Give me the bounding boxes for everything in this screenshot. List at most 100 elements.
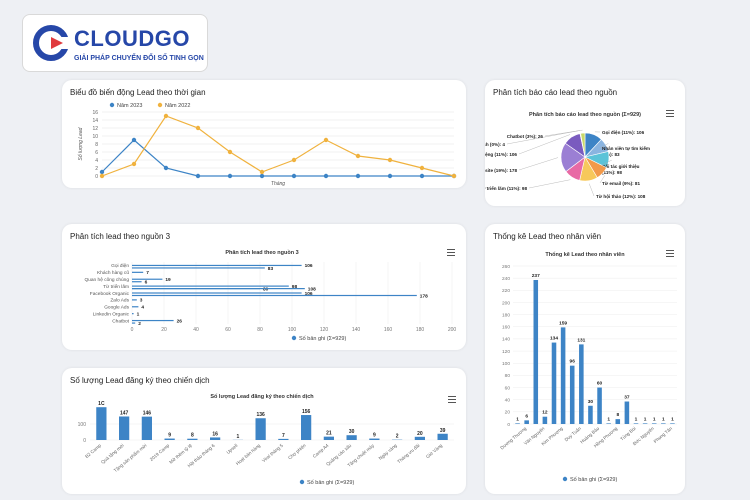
x-tick-label: 100 [288,327,297,333]
brand-logo[interactable]: CLOUDGO GIẢI PHÁP CHUYỂN ĐỔI SỐ TINH GỌN [22,14,208,72]
category-label: Khách hàng cũ [97,270,129,276]
bar [524,420,529,424]
data-label: 134 [550,336,558,342]
bar [651,423,657,424]
y-tick-label: 0 [95,174,98,180]
chart-title: Phân tích lead theo nguồn 3 [225,250,298,256]
data-point [323,137,329,143]
data-label: 147 [120,410,129,416]
data-label: 6 [145,280,148,286]
data-label: 9 [168,433,171,439]
data-point [355,153,361,159]
data-point [451,173,457,179]
data-label: 83 [268,266,274,272]
bar [255,418,266,440]
data-label: 3 [140,298,143,304]
campaign-card: Số lượng Lead đăng ký theo chiến dịch Số… [62,368,466,494]
data-label: 60 [597,381,603,387]
data-label: 8 [191,433,194,439]
pie-connector [588,183,595,197]
staff-card-title: Thống kê Lead theo nhân viên [493,232,602,241]
bar [132,319,174,322]
bar [515,423,520,424]
brand-tagline: GIẢI PHÁP CHUYỂN ĐỔI SỐ TINH GỌN [74,55,204,62]
y-tick-label: 140 [502,337,510,343]
category-label: Giờ Vàng [425,443,444,460]
bar [132,285,289,287]
pie-connector [599,175,605,184]
menu-icon[interactable] [447,249,455,256]
x-tick-label: 80 [257,327,263,333]
legend-marker [562,476,568,482]
data-point [259,173,265,179]
data-point [195,173,201,179]
chart-title: Số lượng Lead đăng ký theo chiến dịch [210,393,314,400]
campaign-card-title: Số lượng Lead đăng ký theo chiến dịch [70,376,210,385]
y-tick-label: 4 [95,158,98,164]
data-point [259,169,265,175]
x-tick-label: 40 [193,327,199,333]
data-point [99,173,105,179]
data-point [131,137,137,143]
data-label: 1C [98,401,105,407]
y-tick-label: 80 [505,373,511,379]
data-label: 7 [282,433,285,439]
y-tick-label: 260 [502,264,510,270]
legend-marker [299,479,305,485]
bar [588,405,593,424]
bar [437,433,448,440]
bar [132,267,265,269]
bar [560,327,566,424]
timeline-card-title: Biểu đồ biến động Lead theo thời gian [70,88,206,97]
category-label: Tùng Bùi [619,426,636,442]
pie-connector [599,143,609,149]
data-point [163,165,169,171]
data-point [387,173,393,179]
bar [597,387,602,424]
category-label: Từ triển lãm [103,283,129,290]
y-tick-label: 40 [505,397,511,403]
bar [633,423,639,424]
category-label: Chợ phiên [287,443,307,461]
y-tick-label: 60 [505,385,511,391]
menu-icon[interactable] [448,396,456,403]
bar [369,438,380,440]
bar [132,271,144,273]
data-label: 146 [143,411,152,417]
y-tick-label: 0 [83,438,86,444]
data-point [355,173,361,179]
bar [642,423,648,424]
y-tick-label: 200 [502,300,510,306]
data-label: 12 [542,410,548,416]
pie-label: (9%): 83 [602,152,620,157]
source-pie-chart: Phân tích báo cáo lead theo nguồn (Σ=929… [485,112,650,199]
y-tick-label: 160 [502,325,510,331]
pie-title: Phân tích báo cáo lead theo nguồn (Σ=929… [529,112,641,118]
bar [551,342,557,424]
bar [579,344,584,424]
category-label: LinkedIn Organic [93,311,130,317]
x-tick-label: 120 [320,327,329,333]
data-label: 6 [525,413,528,419]
bar [346,435,357,440]
bar [615,419,621,424]
data-label: 20 [417,431,423,437]
data-label: 178 [420,294,428,300]
menu-icon[interactable] [666,250,674,257]
menu-icon[interactable] [666,110,674,117]
data-point [291,173,297,179]
bar [278,438,289,440]
bar [96,407,107,440]
category-label: Hoạt bán hàng [235,443,262,466]
data-label: 19 [165,277,171,283]
y-tick-label: 8 [95,142,98,148]
data-label: 237 [532,273,540,279]
data-label: 1 [644,416,647,422]
data-label: 106 [305,263,313,269]
bar [132,288,305,290]
data-label: 1 [607,416,610,422]
category-label: Dương Thương [499,426,527,451]
data-label: 21 [326,431,332,437]
staff-chart: Thống kê Lead theo nhân viên 0 20 40 60 80 100… [499,251,677,483]
y-tick-label: 100 [78,422,87,428]
